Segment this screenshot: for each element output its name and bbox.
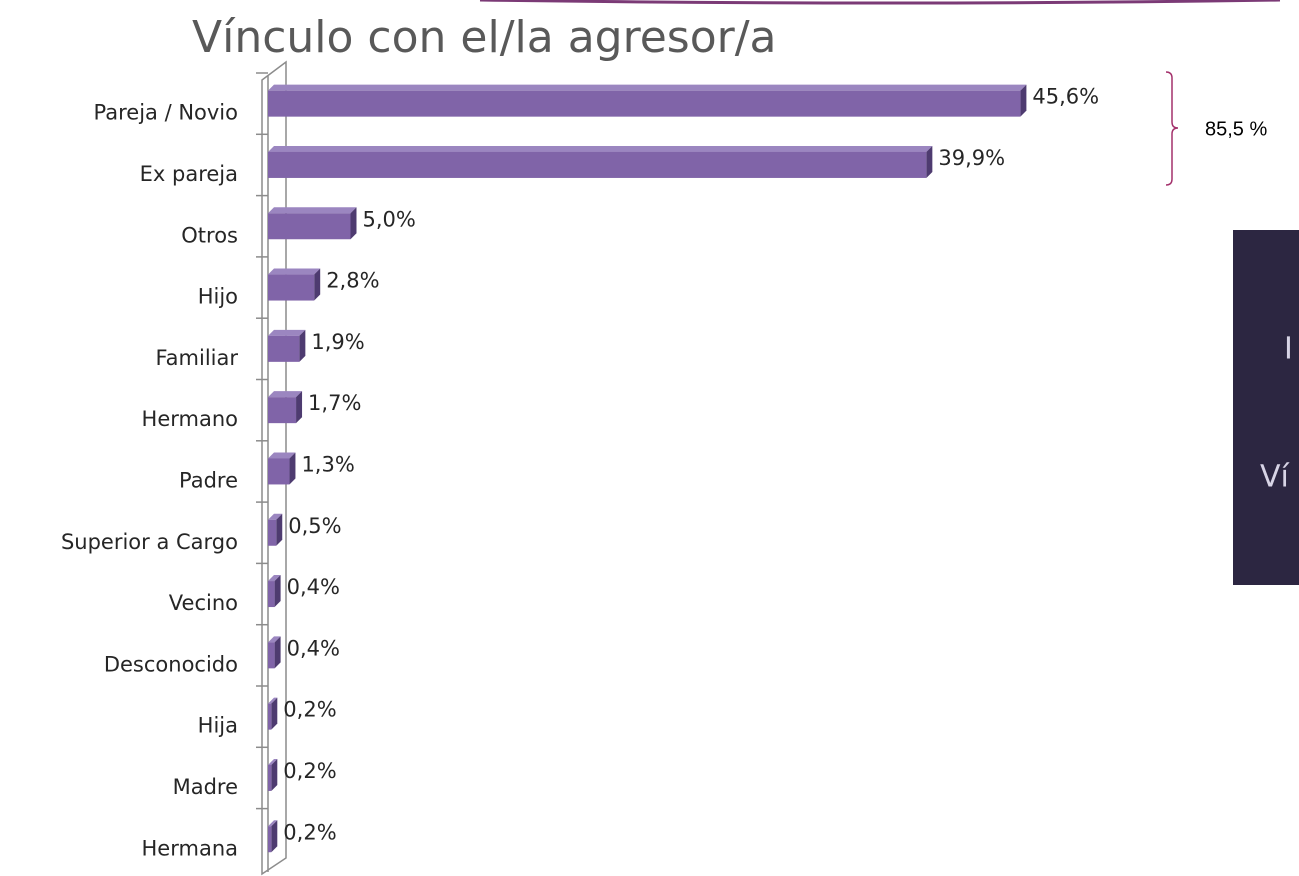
- bar-top: [268, 452, 296, 459]
- bar-side: [271, 820, 278, 853]
- value-label: 39,9%: [938, 146, 1005, 170]
- bar: [268, 826, 272, 853]
- value-label: 0,4%: [287, 636, 340, 660]
- y-tick-label: Superior a Cargo: [61, 530, 238, 554]
- bar: [268, 213, 351, 240]
- bar: [268, 581, 275, 608]
- y-tick-label: Familiar: [156, 346, 239, 370]
- y-tick-label: Hijo: [198, 285, 238, 309]
- bar-side: [1020, 84, 1027, 117]
- y-tick-label: Desconocido: [104, 652, 238, 676]
- bar: [268, 519, 277, 546]
- top-border: [479, 0, 1281, 5]
- panel-text: Ví: [1260, 460, 1291, 495]
- side-panel: [1233, 230, 1299, 585]
- value-label: 1,9%: [311, 330, 364, 354]
- bar-top: [268, 145, 933, 152]
- value-label: 0,4%: [287, 575, 340, 599]
- bar-top: [268, 207, 357, 214]
- bar-top: [268, 391, 303, 398]
- value-label: 1,7%: [308, 391, 361, 415]
- y-tick-label: Otros: [181, 223, 238, 247]
- value-label: 5,0%: [363, 207, 416, 231]
- bar-side: [296, 391, 303, 424]
- bar: [268, 274, 315, 301]
- y-tick-label: Ex pareja: [140, 162, 238, 186]
- y-tick-label: Pareja / Novio: [94, 101, 238, 125]
- bar-side: [274, 636, 281, 669]
- bar-side: [276, 513, 283, 546]
- bar: [268, 151, 927, 178]
- bar-top: [268, 636, 281, 643]
- bar-side: [271, 758, 278, 791]
- bar-top: [268, 758, 278, 765]
- value-label: 0,2%: [283, 698, 336, 722]
- bar-side: [314, 268, 321, 301]
- bar-side: [289, 452, 296, 485]
- y-tick-label: Madre: [173, 775, 238, 799]
- value-label: 45,6%: [1032, 85, 1099, 109]
- bar-top: [268, 820, 278, 827]
- annotation: 85,5 %: [1205, 118, 1267, 140]
- y-tick-label: Hermana: [142, 836, 238, 860]
- bar-side: [274, 575, 281, 608]
- bar: [268, 703, 272, 730]
- bar-top: [268, 513, 283, 520]
- value-label: 0,2%: [283, 820, 336, 844]
- y-tick-label: Hermano: [142, 407, 238, 431]
- y-tick-label: Vecino: [169, 591, 238, 615]
- bar-top: [268, 575, 281, 582]
- value-label: 2,8%: [326, 269, 379, 293]
- bar: [268, 397, 297, 424]
- bar-top: [268, 268, 321, 275]
- bar: [268, 764, 272, 791]
- bar-top: [268, 84, 1027, 91]
- chart-title: Vínculo con el/la agresor/a: [192, 12, 777, 63]
- bar-side: [350, 207, 357, 240]
- bar: [268, 642, 275, 669]
- bar-top: [268, 697, 278, 704]
- panel-text: I: [1284, 332, 1293, 367]
- value-label: 0,2%: [283, 759, 336, 783]
- bracket: [1165, 71, 1179, 186]
- y-tick-label: Hija: [198, 714, 238, 738]
- bar: [268, 335, 300, 362]
- bar: [268, 458, 290, 485]
- bar-top: [268, 329, 306, 336]
- bar-side: [299, 329, 306, 362]
- value-label: 1,3%: [301, 452, 354, 476]
- bar: [268, 90, 1021, 117]
- bar-side: [926, 145, 933, 178]
- value-label: 0,5%: [288, 514, 341, 538]
- y-tick-label: Padre: [179, 468, 238, 492]
- bar-side: [271, 697, 278, 730]
